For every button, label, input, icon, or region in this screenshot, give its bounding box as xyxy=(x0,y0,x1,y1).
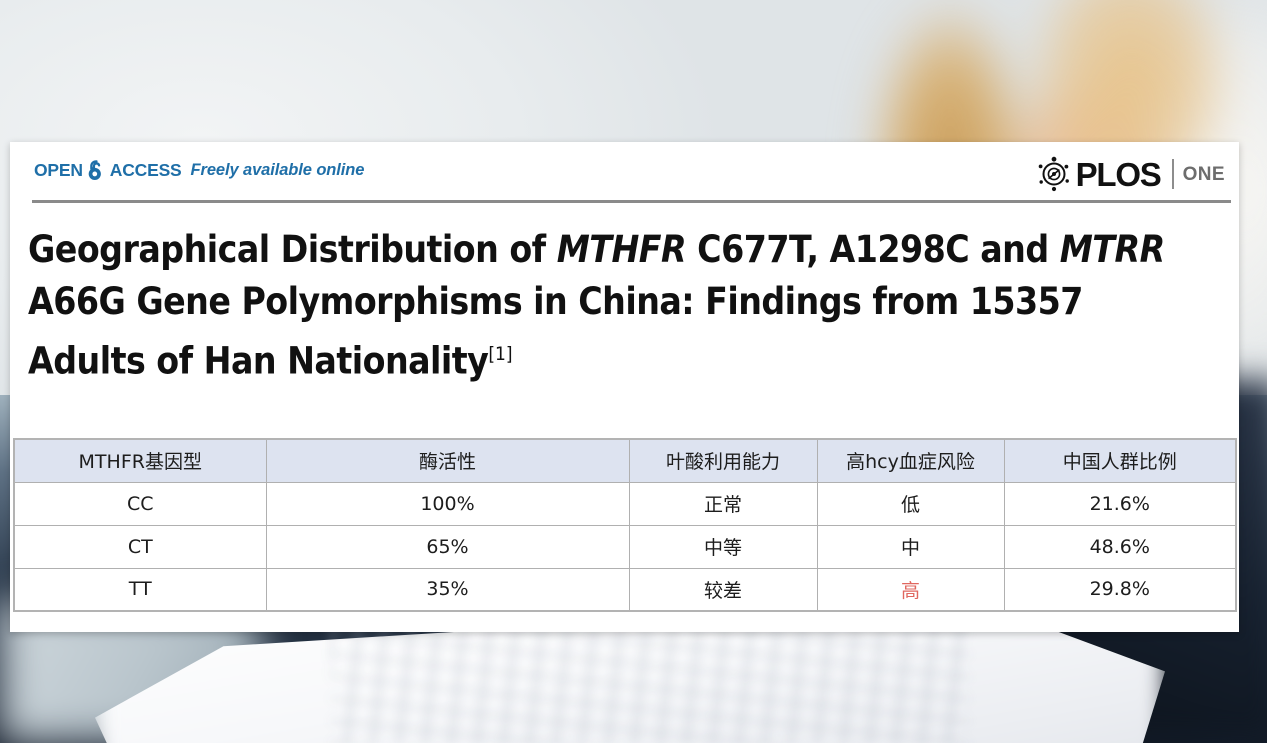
journal-name: ONE xyxy=(1182,163,1225,185)
plos-one-logo: PLOS ONE xyxy=(1034,154,1225,194)
title-part-1: Geographical Distribution of xyxy=(28,228,557,271)
cell-genotype: CC xyxy=(13,481,267,526)
freely-available-label: Freely available online xyxy=(190,161,365,179)
cell-hcy-risk: 中 xyxy=(816,524,1005,569)
cell-hcy-risk: 低 xyxy=(816,481,1005,526)
cell-enzyme-activity: 35% xyxy=(265,567,630,612)
cell-population-share: 21.6% xyxy=(1003,481,1237,526)
plos-wordmark: PLOS xyxy=(1075,155,1162,193)
table-row: CT 65% 中等 中 48.6% xyxy=(13,524,1237,569)
title-reference-marker: [1] xyxy=(488,343,513,365)
title-part-2: C677T, A1298C and xyxy=(686,228,1060,271)
table-row: TT 35% 较差 高 29.8% xyxy=(13,567,1237,612)
cell-genotype: CT xyxy=(13,524,267,569)
open-lock-icon xyxy=(86,160,107,181)
mthfr-genotype-table: MTHFR基因型 酶活性 叶酸利用能力 高hcy血症风险 中国人群比例 CC 1… xyxy=(13,438,1237,612)
column-header-enzyme-activity: 酶活性 xyxy=(265,438,630,483)
background-keyboard-keys xyxy=(330,625,970,743)
column-header-folate-utilization: 叶酸利用能力 xyxy=(628,438,818,483)
plos-emblem-icon xyxy=(1034,154,1074,194)
table-row: CC 100% 正常 低 21.6% xyxy=(13,481,1237,526)
cell-enzyme-activity: 65% xyxy=(265,524,630,569)
cell-genotype: TT xyxy=(13,567,267,612)
title-gene-mthfr: MTHFR xyxy=(556,228,687,271)
column-header-population-share: 中国人群比例 xyxy=(1003,438,1237,483)
cell-population-share: 48.6% xyxy=(1003,524,1237,569)
column-header-genotype: MTHFR基因型 xyxy=(13,438,267,483)
masthead-rule xyxy=(32,200,1231,203)
cell-enzyme-activity: 100% xyxy=(265,481,630,526)
page-title: Geographical Distribution of MTHFR C677T… xyxy=(10,204,1216,387)
title-gene-mtrr: MTRR xyxy=(1059,228,1166,271)
table-header-row: MTHFR基因型 酶活性 叶酸利用能力 高hcy血症风险 中国人群比例 xyxy=(13,438,1237,483)
title-part-3: A66G Gene Polymorphisms in China: Findin… xyxy=(28,280,1083,383)
open-access-access-label: ACCESS xyxy=(109,160,182,180)
cell-folate-utilization: 正常 xyxy=(628,481,818,526)
open-access-open-label: OPEN xyxy=(34,160,83,180)
cell-hcy-risk: 高 xyxy=(816,567,1005,612)
cell-folate-utilization: 较差 xyxy=(628,567,818,612)
cell-folate-utilization: 中等 xyxy=(628,524,818,569)
open-access-banner: OPEN ACCESS Freely available online xyxy=(34,160,364,181)
logo-divider xyxy=(1171,159,1174,189)
cell-population-share: 29.8% xyxy=(1003,567,1237,612)
article-card: OPEN ACCESS Freely available online xyxy=(10,142,1239,632)
column-header-hcy-risk: 高hcy血症风险 xyxy=(816,438,1005,483)
journal-masthead: OPEN ACCESS Freely available online xyxy=(10,142,1239,204)
